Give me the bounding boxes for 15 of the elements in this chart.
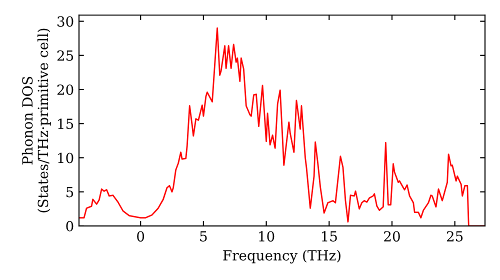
x-tick-label: 5	[200, 231, 207, 242]
y-tick-label: 15	[58, 118, 74, 130]
x-tick-label: 10	[259, 231, 274, 242]
x-tick-label: 25	[446, 231, 463, 242]
x-axis-title: Frequency (THz)	[223, 250, 340, 264]
y-tick-label: 25	[57, 50, 74, 61]
y-tick-label: 30	[58, 16, 74, 27]
y-axis-title: Phonon DOS (States/THz·primitive cell)	[22, 28, 51, 212]
x-tick-label: 20	[384, 231, 400, 242]
y-tick-label: 20	[57, 84, 74, 95]
x-tick-label: 0	[137, 231, 144, 242]
y-tick-label: 5	[66, 186, 74, 198]
x-tick-label: 15	[322, 231, 337, 242]
y-tick-label: 0	[66, 220, 74, 232]
y-tick-label: 10	[58, 152, 74, 164]
